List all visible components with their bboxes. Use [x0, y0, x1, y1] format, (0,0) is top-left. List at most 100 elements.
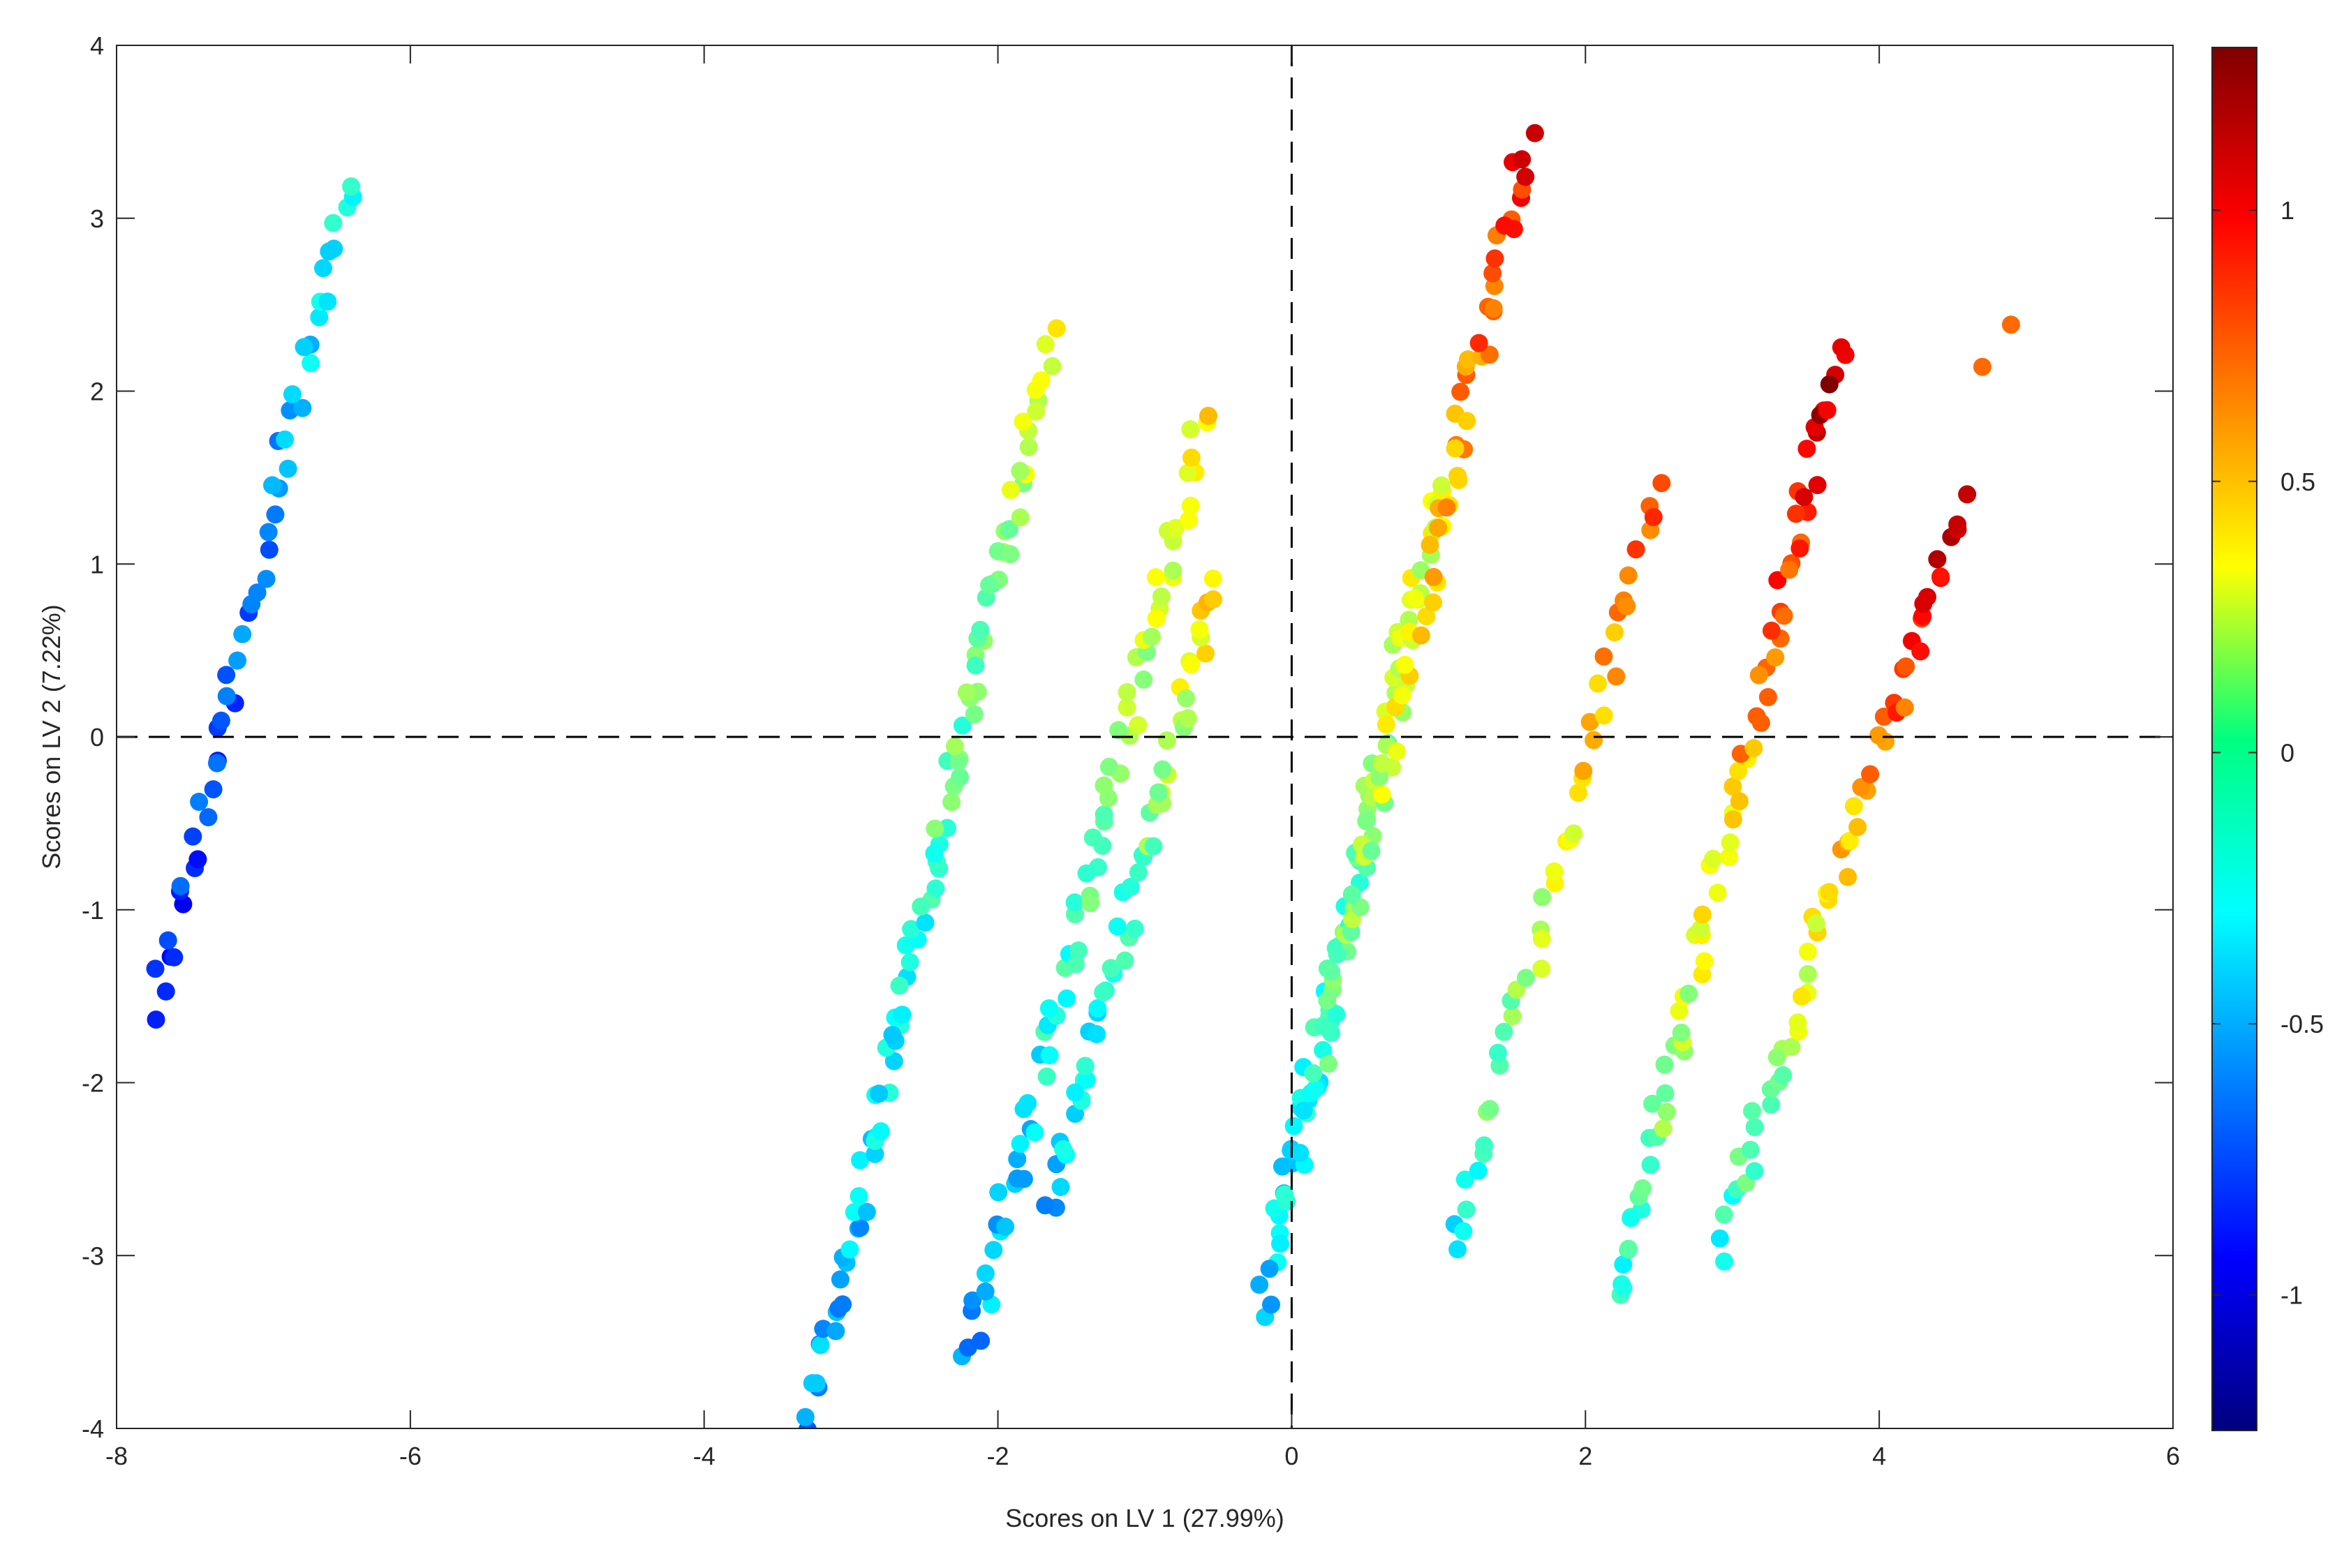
data-point — [826, 1322, 845, 1341]
data-point — [1001, 481, 1020, 499]
data-point — [1421, 535, 1439, 554]
data-point — [1322, 962, 1341, 981]
data-point — [1178, 463, 1197, 482]
data-point — [850, 1187, 868, 1206]
data-point — [1129, 863, 1148, 881]
data-point — [1014, 412, 1032, 431]
data-point — [1481, 1100, 1499, 1119]
data-point — [1622, 1209, 1640, 1227]
colorbar-tick-label: 0 — [2280, 738, 2294, 767]
data-point — [1580, 712, 1599, 731]
data-point — [1513, 150, 1532, 169]
data-point — [1839, 867, 1857, 886]
data-point — [1767, 1048, 1786, 1067]
data-point — [1818, 401, 1837, 419]
data-point — [259, 523, 278, 542]
data-point — [1149, 783, 1168, 802]
data-point — [871, 1122, 890, 1141]
data-point — [1204, 590, 1222, 608]
data-point — [1869, 726, 1888, 745]
data-point — [1181, 496, 1200, 515]
y-tick-label: 4 — [90, 31, 104, 60]
data-point — [1832, 338, 1851, 357]
data-point — [1152, 587, 1171, 606]
data-point — [1040, 1046, 1059, 1065]
data-point — [1054, 1140, 1073, 1158]
data-point — [2001, 315, 2020, 334]
data-point — [190, 793, 209, 811]
data-point — [1094, 983, 1113, 1002]
data-point — [1067, 955, 1085, 973]
data-point — [1808, 476, 1827, 495]
data-point — [1319, 1054, 1338, 1073]
data-point — [1118, 698, 1136, 717]
data-point — [942, 793, 961, 812]
data-point — [1614, 1255, 1633, 1274]
data-point — [1451, 382, 1470, 401]
data-point — [1589, 674, 1608, 693]
data-point — [1196, 644, 1215, 663]
data-point — [1459, 350, 1477, 368]
x-tick-label: -6 — [399, 1442, 422, 1470]
data-point — [1693, 905, 1712, 924]
data-point — [840, 1240, 859, 1259]
data-point — [1723, 777, 1742, 796]
data-point — [1744, 739, 1763, 758]
data-point — [957, 683, 976, 702]
data-point — [1715, 1252, 1734, 1271]
data-point — [1144, 837, 1163, 856]
data-point — [1844, 797, 1863, 816]
data-point — [1762, 1096, 1781, 1114]
data-point — [1143, 627, 1161, 646]
data-point — [1895, 698, 1914, 717]
data-point — [1093, 837, 1112, 855]
data-point — [1617, 597, 1636, 615]
data-point — [1695, 952, 1714, 971]
data-point — [212, 711, 230, 730]
data-point — [1607, 667, 1626, 686]
data-point — [1342, 885, 1361, 904]
data-point — [1158, 731, 1176, 749]
scatter-points — [146, 124, 2020, 1453]
data-point — [1525, 124, 1544, 142]
data-point — [1641, 1156, 1660, 1174]
y-tick-label: 1 — [90, 550, 104, 578]
data-point — [926, 879, 945, 898]
x-tick-label: -8 — [105, 1442, 128, 1470]
data-point — [1793, 987, 1811, 1006]
data-point — [276, 430, 295, 449]
data-point — [1848, 818, 1867, 837]
data-point — [1657, 1103, 1676, 1121]
data-point — [1973, 357, 1992, 376]
data-point — [1180, 511, 1198, 530]
data-point — [795, 1435, 813, 1453]
data-point — [1036, 1196, 1055, 1215]
data-point — [1362, 842, 1381, 860]
data-point — [1495, 1022, 1513, 1041]
data-point — [1861, 765, 1880, 784]
y-tick-label: -3 — [82, 1241, 104, 1270]
data-point — [1260, 1260, 1279, 1278]
data-point — [1691, 919, 1710, 938]
data-point — [1395, 655, 1414, 674]
data-point — [217, 687, 236, 705]
data-point — [1605, 623, 1624, 642]
data-point — [866, 1144, 884, 1163]
data-point — [1081, 894, 1099, 913]
data-point — [989, 1183, 1008, 1202]
data-point — [217, 666, 236, 685]
data-point — [1099, 789, 1118, 807]
data-point — [208, 754, 226, 772]
data-point — [1751, 713, 1770, 732]
data-point — [1644, 508, 1663, 526]
data-point — [1672, 1023, 1691, 1042]
data-point — [1177, 689, 1196, 708]
reference-lines — [117, 45, 2173, 1428]
data-point — [1448, 1240, 1467, 1259]
data-point — [963, 1291, 982, 1310]
data-point — [295, 338, 313, 357]
data-point — [953, 716, 972, 735]
data-point — [1182, 655, 1201, 674]
data-point — [1018, 1093, 1037, 1112]
